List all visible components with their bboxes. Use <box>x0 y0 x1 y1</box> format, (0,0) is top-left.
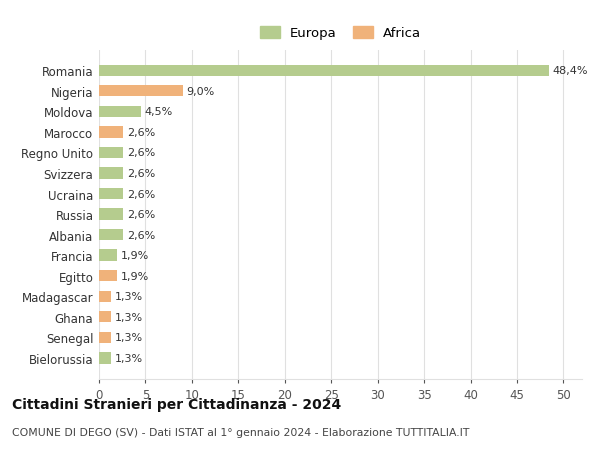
Bar <box>99 230 123 241</box>
Bar <box>99 127 123 138</box>
Text: 2,6%: 2,6% <box>127 168 155 179</box>
Text: 2,6%: 2,6% <box>127 210 155 219</box>
Text: 1,9%: 1,9% <box>121 251 149 261</box>
Text: 1,9%: 1,9% <box>121 271 149 281</box>
Bar <box>99 147 123 159</box>
Bar <box>99 106 141 118</box>
Bar <box>99 168 123 179</box>
Text: 1,3%: 1,3% <box>115 333 143 342</box>
Bar <box>99 353 111 364</box>
Text: 48,4%: 48,4% <box>552 66 588 76</box>
Bar <box>99 270 116 282</box>
Text: COMUNE DI DEGO (SV) - Dati ISTAT al 1° gennaio 2024 - Elaborazione TUTTITALIA.IT: COMUNE DI DEGO (SV) - Dati ISTAT al 1° g… <box>12 427 469 437</box>
Text: 9,0%: 9,0% <box>187 87 215 96</box>
Bar <box>99 209 123 220</box>
Text: 2,6%: 2,6% <box>127 148 155 158</box>
Text: 4,5%: 4,5% <box>145 107 173 117</box>
Bar <box>99 250 116 261</box>
Bar <box>99 86 182 97</box>
Bar <box>99 65 548 77</box>
Text: Cittadini Stranieri per Cittadinanza - 2024: Cittadini Stranieri per Cittadinanza - 2… <box>12 397 341 411</box>
Text: 2,6%: 2,6% <box>127 128 155 138</box>
Bar <box>99 291 111 302</box>
Legend: Europa, Africa: Europa, Africa <box>257 24 424 43</box>
Text: 1,3%: 1,3% <box>115 353 143 363</box>
Bar <box>99 189 123 200</box>
Text: 2,6%: 2,6% <box>127 230 155 240</box>
Bar <box>99 332 111 343</box>
Text: 2,6%: 2,6% <box>127 189 155 199</box>
Bar <box>99 312 111 323</box>
Text: 1,3%: 1,3% <box>115 312 143 322</box>
Text: 1,3%: 1,3% <box>115 291 143 302</box>
